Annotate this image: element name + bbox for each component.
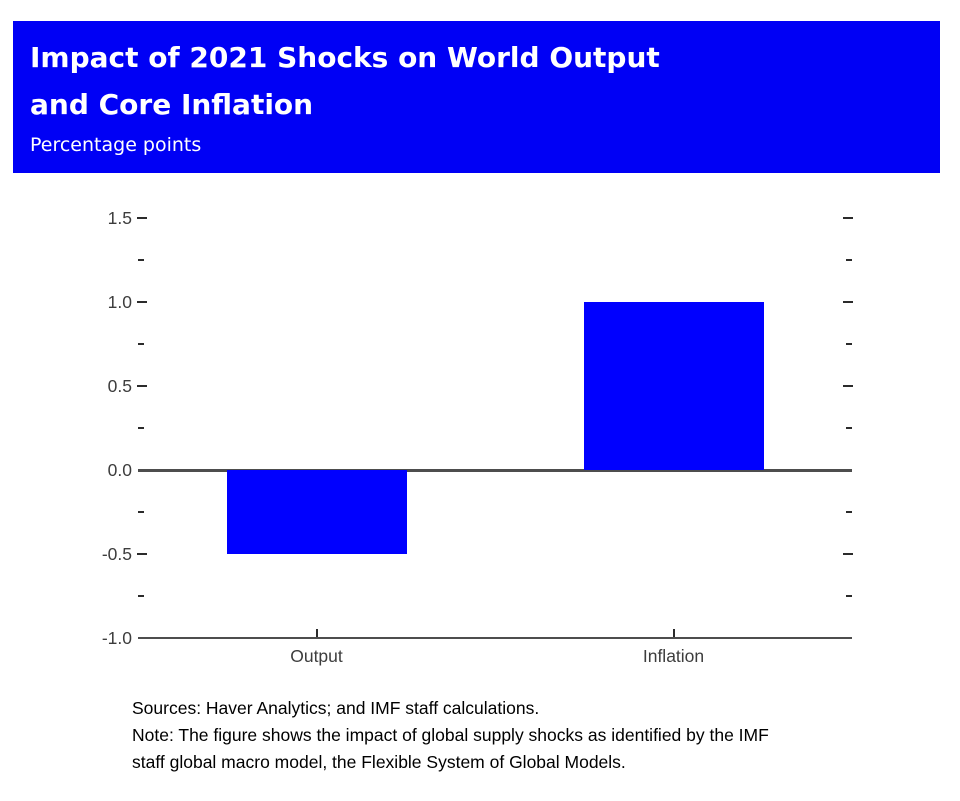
y-axis-minor-tick-left: [138, 595, 144, 597]
y-axis-tick-label: 1.5: [107, 208, 132, 228]
y-axis-tick-label: -0.5: [101, 544, 132, 564]
y-axis-minor-tick-right: [846, 427, 852, 429]
note-text-line1: Note: The figure shows the impact of glo…: [132, 725, 769, 745]
y-axis-minor-tick-right: [846, 343, 852, 345]
y-axis-minor-tick-left: [138, 511, 144, 513]
x-axis-category-label: Inflation: [642, 646, 705, 666]
chart-header-banner: Impact of 2021 Shocks on World Output an…: [13, 21, 940, 173]
sources-text: Sources: Haver Analytics; and IMF staff …: [132, 698, 540, 718]
y-axis-minor-tick-right: [846, 595, 852, 597]
chart-subtitle: Percentage points: [30, 134, 202, 156]
y-axis-major-tick-right: [843, 553, 853, 555]
bar-inflation: [584, 302, 764, 470]
note-text-line2: staff global macro model, the Flexible S…: [132, 752, 626, 772]
footnotes: Sources: Haver Analytics; and IMF staff …: [132, 695, 892, 776]
y-axis-major-tick-left: [137, 385, 147, 387]
x-axis-line: [138, 637, 852, 639]
y-axis-minor-tick-left: [138, 259, 144, 261]
x-axis-tick: [315, 629, 318, 637]
y-axis-major-tick-right: [843, 301, 853, 303]
zero-line: [138, 468, 852, 472]
y-axis-major-tick-left: [137, 553, 147, 555]
y-axis-tick-label: 0.5: [107, 376, 132, 396]
y-axis-major-tick-left: [137, 217, 147, 219]
y-axis-major-tick-left: [137, 301, 147, 303]
y-axis-minor-tick-left: [138, 427, 144, 429]
y-axis-minor-tick-left: [138, 343, 144, 345]
y-axis-major-tick-right: [843, 385, 853, 387]
bar-output: [227, 470, 407, 554]
y-axis-tick-label: -1.0: [101, 628, 132, 648]
y-axis-tick-label: 0.0: [107, 460, 132, 480]
x-axis-tick: [672, 629, 675, 637]
y-axis-minor-tick-right: [846, 511, 852, 513]
chart-title-line2: and Core Inflation: [30, 88, 314, 121]
chart-title-line1: Impact of 2021 Shocks on World Output: [30, 41, 660, 74]
y-axis-minor-tick-right: [846, 259, 852, 261]
x-axis-category-label: Output: [290, 646, 343, 666]
y-axis-major-tick-right: [843, 217, 853, 219]
y-axis-tick-label: 1.0: [107, 292, 132, 312]
